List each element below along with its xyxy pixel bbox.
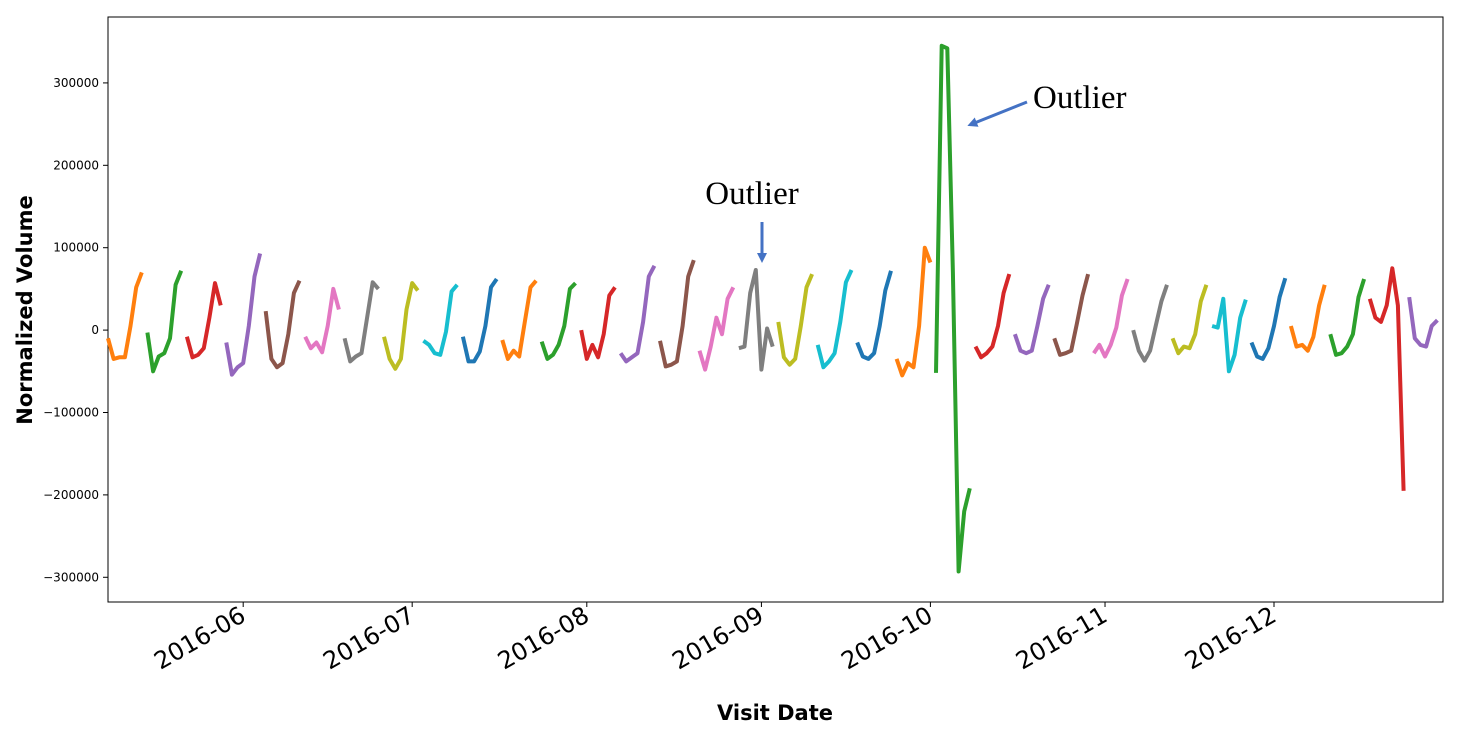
x-tick-label: 2016-10 — [837, 601, 938, 675]
y-tick-label: 200000 — [53, 158, 99, 172]
x-axis-ticks: 2016-06 2016-07 2016-08 2016-09 2016-10 2016-… — [149, 601, 1281, 675]
series-line-4 — [224, 253, 263, 377]
x-tick-label: 2016-09 — [668, 601, 769, 675]
series-line-8 — [382, 281, 420, 371]
series-line-23 — [973, 273, 1012, 360]
y-axis-label: Normalized Volume — [13, 195, 37, 424]
y-tick-label: −200000 — [43, 488, 99, 502]
series-line-30 — [1249, 277, 1288, 361]
series-line-27 — [1131, 284, 1169, 363]
x-tick-label: 2016-12 — [1180, 601, 1281, 675]
series-line-31 — [1288, 284, 1327, 353]
x-axis-label: Visit Date — [717, 701, 833, 725]
series-line-21 — [894, 245, 933, 378]
series-line-13 — [579, 286, 617, 361]
series-line-22 — [934, 43, 972, 574]
series-line-17 — [738, 268, 775, 372]
series-line-19 — [815, 269, 854, 370]
series-line-16 — [697, 286, 736, 372]
series-line-1 — [106, 271, 144, 361]
series-line-10 — [460, 277, 499, 364]
y-tick-label: 100000 — [53, 241, 99, 255]
series-line-25 — [1052, 273, 1091, 357]
annotation-layer: Outlier Outlier — [705, 80, 1126, 263]
y-tick-label: 300000 — [53, 76, 99, 90]
x-tick-label: 2016-08 — [493, 601, 594, 675]
outlier-annotation-1: Outlier — [705, 176, 798, 212]
series-line-24 — [1013, 284, 1051, 356]
y-axis-ticks: 300000 200000 100000 0 −100000 −200000 −300000 — [43, 76, 108, 584]
x-tick-label: 2016-11 — [1011, 601, 1112, 675]
series-line-2 — [145, 270, 184, 374]
series-line-14 — [618, 264, 657, 364]
x-tick-label: 2016-06 — [149, 601, 250, 675]
plot-area-frame — [107, 16, 1444, 603]
series-line-7 — [342, 280, 380, 364]
outlier-annotation-2: Outlier — [1033, 80, 1126, 116]
y-tick-label: 0 — [91, 323, 99, 337]
series-line-34 — [1407, 296, 1439, 349]
series-line-11 — [500, 279, 538, 361]
series-line-5 — [263, 279, 302, 370]
series-line-26 — [1092, 278, 1130, 359]
y-tick-label: −300000 — [43, 570, 99, 584]
x-tick-label: 2016-07 — [318, 601, 419, 675]
series-line-28 — [1170, 284, 1209, 356]
series-line-3 — [184, 281, 223, 360]
series-line-32 — [1328, 278, 1367, 357]
series-line-15 — [658, 259, 696, 369]
outlier-arrow-2 — [967, 100, 1028, 127]
series-line-18 — [776, 273, 814, 367]
series-line-33 — [1367, 266, 1406, 491]
y-tick-label: −100000 — [43, 405, 99, 419]
series-line-6 — [303, 286, 341, 355]
series-line-12 — [539, 281, 577, 361]
series-line-20 — [855, 270, 893, 361]
series-line-29 — [1211, 296, 1248, 374]
series-layer — [106, 43, 1439, 574]
series-line-9 — [422, 283, 459, 357]
